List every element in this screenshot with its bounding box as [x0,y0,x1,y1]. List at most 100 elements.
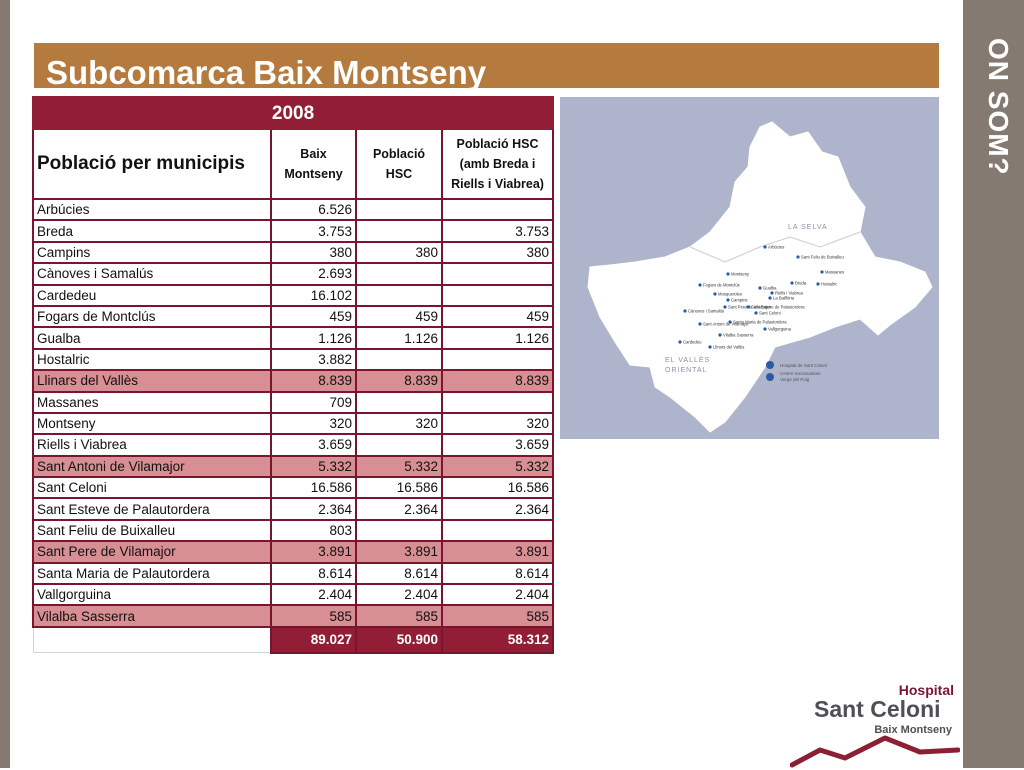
table-row: Campins 380 380 380 [32,240,555,265]
comarca-border [689,231,861,263]
column-header-poblacio-hsc-ext: Població HSC (amb Breda i Riells i Viabr… [440,128,555,200]
baix-montseny-cell: 459 [270,304,357,329]
map-place-label: Vallgorguina [768,327,792,332]
poblacio-hsc-ext-cell: 320 [440,411,555,436]
hospital-marker-icon [766,361,774,369]
map-place-marker [816,282,820,286]
map-place-marker [746,305,750,309]
baix-montseny-cell: 3.753 [270,219,357,243]
map-place-marker [698,283,702,287]
population-table: 2008 Població per municipis Baix Montsen… [31,96,555,654]
map-place-marker [728,320,732,324]
baix-montseny-cell: 3.882 [270,347,357,372]
baix-montseny-cell: 2.364 [270,497,357,521]
poblacio-hsc-ext-cell: 1.126 [440,326,555,350]
poblacio-hsc-cell: 5.332 [355,454,443,479]
poblacio-hsc-ext-cell [440,518,555,543]
municipi-cell: Montseny [32,411,272,436]
poblacio-hsc-ext-cell [440,390,555,414]
baix-montseny-cell: 380 [270,240,357,265]
table-row: Montseny 320 320 320 [32,411,555,436]
poblacio-hsc-ext-cell: 3.659 [440,433,555,457]
table-row: Vilalba Sasserra 585 585 585 [32,604,555,628]
poblacio-hsc-ext-cell: 2.364 [440,497,555,521]
municipi-cell: Vilalba Sasserra [32,604,272,628]
map-place-marker [683,309,687,313]
row-header-label: Població per municipis [32,128,272,200]
map-place-marker [678,340,682,344]
map-place-marker [713,292,717,296]
table-row: Llinars del Vallès 8.839 8.839 8.839 [32,369,555,393]
right-border-bar [963,0,1024,768]
municipi-cell: Arbúcies [32,197,272,222]
poblacio-hsc-ext-cell: 3.891 [440,540,555,564]
municipi-cell: Fogars de Montclús [32,304,272,329]
map-place-marker [796,255,800,259]
map-place-marker [790,281,794,285]
municipi-cell: Vallgorguina [32,583,272,607]
municipi-cell: Breda [32,219,272,243]
map-place-label: Sant Antoni de Vilamajor [703,322,749,327]
poblacio-hsc-cell: 585 [355,604,443,628]
table-row: Hostalric 3.882 [32,347,555,372]
map-place-marker [820,270,824,274]
poblacio-hsc-cell: 1.126 [355,326,443,350]
table-row: Sant Antoni de Vilamajor 5.332 5.332 5.332 [32,454,555,479]
logo-line2: Sant Celoni [814,696,941,722]
map-place-label: Massanes [825,270,844,275]
poblacio-hsc-cell [355,390,443,414]
year-header-row: 2008 [31,96,555,130]
baix-montseny-cell: 16.586 [270,476,357,500]
totals-blank [32,626,272,654]
region-map: LA SELVA EL VALLÈS ORIENTAL Arbúcies Sant… [560,97,939,439]
map-place-label: Mosqueroles [718,292,742,297]
map-place-marker [770,291,774,295]
map-place-label: Gualba [763,286,777,291]
poblacio-hsc-ext-cell: 8.614 [440,561,555,586]
baix-montseny-cell: 320 [270,411,357,436]
poblacio-hsc-cell: 380 [355,240,443,265]
poblacio-hsc-cell [355,197,443,222]
municipi-cell: Sant Celoni [32,476,272,500]
map-place-label: Arbúcies [768,245,784,250]
year-header: 2008 [31,96,555,130]
baix-montseny-cell: 8.839 [270,369,357,393]
map-place-marker [763,245,767,249]
map-place-marker [708,345,712,349]
map-label-valles-1: EL VALLÈS [665,355,710,364]
poblacio-hsc-ext-cell: 16.586 [440,476,555,500]
poblacio-hsc-ext-cell: 5.332 [440,454,555,479]
map-place-label: Vilalba Sasserra [723,333,754,338]
table-row: Sant Celoni 16.586 16.586 16.586 [32,476,555,500]
total-baix-montseny: 89.027 [270,625,357,654]
legend-sociosanitari-2: Verge del Puig [780,377,810,382]
map-place-label: Montseny [731,272,750,277]
map-place-marker [758,286,762,290]
poblacio-hsc-ext-cell: 585 [440,604,555,628]
poblacio-hsc-cell [355,262,443,286]
map-place-marker [723,305,727,309]
municipi-cell: Santa Maria de Palautordera [32,561,272,586]
poblacio-hsc-cell: 8.839 [355,369,443,393]
baix-montseny-cell: 2.404 [270,583,357,607]
poblacio-hsc-cell [355,347,443,372]
table-row: Sant Feliu de Buixalleu 803 [32,518,555,543]
totals-row: 89.027 50.900 58.312 [32,625,555,654]
municipi-cell: Sant Feliu de Buixalleu [32,518,272,543]
municipi-cell: Sant Pere de Vilamajor [32,540,272,564]
table-row: Sant Pere de Vilamajor 3.891 3.891 3.891 [32,540,555,564]
poblacio-hsc-cell: 3.891 [355,540,443,564]
map-place-marker [726,272,730,276]
municipi-cell: Sant Esteve de Palautordera [32,497,272,521]
page-title: Subcomarca Baix Montseny [46,54,487,91]
map-place-label: Hostalric [821,282,837,287]
municipi-cell: Cardedeu [32,283,272,307]
map-place-marker [718,333,722,337]
poblacio-hsc-cell [355,433,443,457]
baix-montseny-cell: 803 [270,518,357,543]
map-legend: Hospital de Sant Celoni Centre Sociosani… [766,361,827,382]
sociosanitari-marker-icon [766,373,774,381]
logo-line3: Baix Montseny [874,724,952,736]
map-svg: LA SELVA EL VALLÈS ORIENTAL Arbúcies Sant… [587,121,933,433]
map-place-label: Sant Feliu de Buixalleu [801,255,845,260]
